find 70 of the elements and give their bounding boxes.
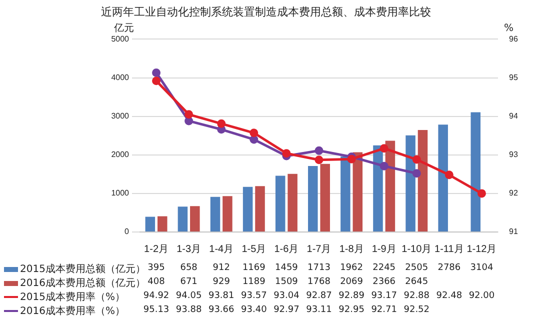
data-label: 1509: [275, 277, 298, 287]
data-label: 658: [180, 263, 198, 273]
y2-tick-label: 95: [509, 72, 518, 82]
data-label: 93.66: [208, 305, 234, 315]
x-tick-label: 1-7月: [306, 244, 332, 255]
data-label: 912: [212, 263, 230, 273]
data-label: 929: [212, 277, 230, 287]
data-label: 92.95: [338, 305, 364, 315]
x-tick-label: 1-2月: [144, 244, 168, 255]
y-tick-label: 5000: [111, 34, 130, 44]
y2-tick-label: 96: [509, 34, 518, 44]
y-tick-label: 3000: [111, 112, 130, 121]
y2-tick-label: 94: [509, 112, 518, 121]
x-tick-label: 1-8月: [339, 244, 364, 255]
data-label: 395: [148, 263, 165, 273]
data-label: 92.89: [338, 291, 364, 301]
data-label: 92.48: [436, 291, 462, 301]
chart-title: 近两年工业自动化控制系统装置制造成本费用总额、成本费用率比较: [101, 5, 431, 18]
data-label: 93.11: [306, 305, 332, 315]
data-label: 1189: [242, 277, 266, 287]
legend-label: 2016成本费用率（%）: [19, 304, 125, 318]
data-label: 92.88: [404, 291, 430, 301]
data-label: 93.40: [241, 305, 267, 315]
data-label: 92.52: [404, 305, 430, 315]
data-label: 1962: [340, 263, 363, 273]
x-tick-label: 1-4月: [209, 244, 234, 255]
data-label: 2505: [405, 263, 428, 273]
data-label: 1459: [275, 263, 298, 273]
y2-tick-label: 93: [509, 150, 518, 160]
data-label: 1713: [308, 263, 330, 273]
data-label: 2245: [372, 263, 396, 273]
data-label: 671: [180, 277, 198, 287]
data-label: 95.13: [143, 305, 170, 315]
x-tick-label: 1-11月: [434, 244, 464, 255]
data-label: 93.04: [274, 291, 300, 301]
x-tick-label: 1-12月: [466, 244, 497, 255]
data-label: 2069: [340, 277, 363, 287]
data-label: 2366: [372, 277, 396, 287]
data-label: 1169: [242, 263, 266, 273]
x-tick-label: 1-5月: [242, 244, 266, 255]
data-label: 93.81: [208, 291, 234, 301]
data-label: 92.97: [274, 305, 300, 315]
y2-axis-title: %: [504, 22, 514, 34]
data-label: 92.71: [371, 305, 397, 315]
x-tick-label: 1-3月: [176, 244, 202, 255]
y-tick-label: 2000: [111, 150, 130, 160]
data-label: 3104: [470, 263, 494, 273]
y2-tick-label: 92: [509, 188, 518, 198]
data-label: 92.00: [468, 291, 495, 301]
data-label: 408: [148, 277, 165, 287]
data-label: 93.17: [371, 291, 397, 301]
data-label: 1768: [308, 277, 330, 287]
y-tick-label: 1000: [111, 188, 130, 198]
x-tick-label: 1-9月: [372, 244, 396, 255]
legend-label: 2016成本费用总额（亿元）: [19, 276, 146, 290]
data-label: 2786: [438, 263, 461, 273]
data-label: 2645: [405, 277, 428, 287]
x-tick-label: 1-6月: [274, 244, 299, 255]
y-axis-title: 亿元: [113, 22, 134, 34]
legend-label: 2015成本费用总额（亿元）: [19, 262, 146, 276]
data-label: 92.87: [306, 291, 332, 301]
y2-tick-label: 91: [509, 227, 518, 236]
legend-label: 2015成本费用率（%）: [19, 290, 125, 304]
x-tick-label: 1-10月: [402, 244, 432, 255]
y-tick-label: 4000: [111, 72, 130, 82]
data-label: 93.57: [241, 291, 267, 301]
y-tick-label: 0: [124, 227, 130, 236]
data-label: 94.92: [143, 291, 170, 301]
data-label: 94.05: [176, 291, 202, 301]
data-label: 93.88: [176, 305, 202, 315]
